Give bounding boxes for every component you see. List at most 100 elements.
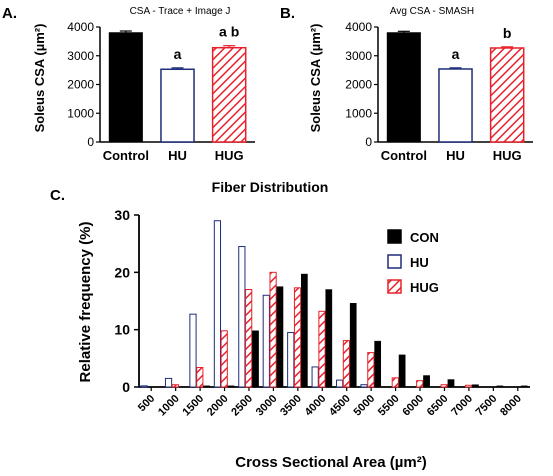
panel-a-y-axis-label: Soleus CSA (µm²) <box>32 24 47 133</box>
x-tick-label-6000: 6000 <box>400 393 426 419</box>
bar-hug-1500 <box>196 367 204 388</box>
significance-label: b <box>503 25 512 41</box>
bar-con-7000 <box>472 384 479 388</box>
x-tick-label-8000: 8000 <box>498 393 524 419</box>
x-tick-label-4500: 4500 <box>327 393 353 419</box>
x-tick-label-control: Control <box>103 148 149 163</box>
panel-a-y-ticks: 0 1000 2000 3000 4000 <box>67 20 255 149</box>
x-tick-label-hu: HU <box>168 148 187 163</box>
bar-con-6500 <box>447 379 455 388</box>
y-tick-label: 0 <box>122 379 130 395</box>
bar-con-3500 <box>301 273 308 388</box>
bar-hug-2500 <box>245 289 253 388</box>
panel-b-title: Avg CSA - SMASH <box>390 6 474 17</box>
bar-hu-1500 <box>189 313 197 388</box>
x-tick-label-1000: 1000 <box>156 393 182 419</box>
x-tick-label-2500: 2500 <box>229 393 255 419</box>
y-tick-label: 4000 <box>67 20 94 34</box>
x-tick-label-3500: 3500 <box>278 393 304 419</box>
significance-label: a <box>174 46 182 62</box>
panel-c: C. Fiber Distribution Relative frequency… <box>50 179 530 471</box>
panel-a: A. CSA - Trace + Image J Soleus CSA (µm²… <box>2 5 255 163</box>
y-tick-label: 0 <box>87 135 94 149</box>
x-tick-label-6500: 6500 <box>425 393 451 419</box>
panel-b-label: B. <box>280 5 295 22</box>
bar-hu-2000 <box>213 220 222 388</box>
panel-a-title: CSA - Trace + Image J <box>130 6 231 17</box>
bar-hug-3000 <box>269 271 277 388</box>
x-tick-label-5000: 5000 <box>351 393 377 419</box>
x-tick-label-2000: 2000 <box>205 393 231 419</box>
panel-c-bars <box>140 220 528 388</box>
x-tick-label-5500: 5500 <box>376 393 402 419</box>
bar-con-3000 <box>276 286 284 388</box>
x-tick-label-1500: 1500 <box>180 393 206 419</box>
y-tick-label: 10 <box>114 322 130 338</box>
bar-con-8000 <box>520 385 528 388</box>
panel-c-legend: CON HU HUG <box>387 229 439 295</box>
legend-label-hug: HUG <box>410 280 439 295</box>
legend-swatch-con <box>387 229 402 244</box>
panel-a-x-ticks: Control HU HUG <box>103 148 244 163</box>
bar-con-4500 <box>349 303 357 388</box>
bar-hu-4500 <box>336 379 344 388</box>
bar-con-7500 <box>496 385 504 388</box>
bar-hu <box>160 68 195 143</box>
bar-hu-500 <box>140 385 148 388</box>
legend-swatch-hu <box>387 254 402 269</box>
bar-hu-4000 <box>311 366 319 388</box>
y-tick-label: 1000 <box>345 106 372 120</box>
bar-hug-4000 <box>318 310 326 388</box>
significance-label: a b <box>219 24 239 40</box>
bar-hug <box>211 46 247 143</box>
legend-label-hu: HU <box>410 255 429 270</box>
bar-hug-1000 <box>171 384 179 388</box>
x-tick-label-hug: HUG <box>215 148 244 163</box>
bar-hu-3500 <box>287 332 295 388</box>
y-tick-label: 3000 <box>345 49 372 63</box>
bar-hug-2000 <box>220 330 228 388</box>
bar-con-5500 <box>398 354 406 388</box>
bar-hug-3500 <box>293 287 302 388</box>
x-tick-label-7000: 7000 <box>449 393 475 419</box>
panel-c-x-axis-label: Cross Sectional Area (µm²) <box>235 454 426 471</box>
bar-hu-3000 <box>262 294 270 388</box>
bar-con-6000 <box>423 375 430 388</box>
bar-hu-1000 <box>164 377 173 388</box>
y-tick-label: 2000 <box>345 78 372 92</box>
y-tick-label: 0 <box>365 135 372 149</box>
x-tick-label-7500: 7500 <box>474 393 500 419</box>
y-tick-label: 1000 <box>67 106 94 120</box>
bar-hug-5000 <box>367 352 375 388</box>
x-tick-label-3000: 3000 <box>254 393 280 419</box>
bar-hug-6500 <box>440 384 448 388</box>
bar-con-1500 <box>203 385 210 388</box>
bar-hug-4500 <box>342 340 351 388</box>
legend-swatch-hug <box>387 279 402 294</box>
panel-a-label: A. <box>2 5 17 22</box>
bar-con-5000 <box>374 340 382 388</box>
bar-hu-5000 <box>360 384 368 388</box>
panel-c-x-ticks: 5001000150020002500300035004000450050005… <box>136 393 524 419</box>
y-tick-label: 3000 <box>67 49 94 63</box>
bar-con-2000 <box>227 385 235 388</box>
panel-c-title: Fiber Distribution <box>212 179 329 195</box>
panel-c-label: C. <box>50 187 65 204</box>
bar-control <box>386 32 421 143</box>
bar-hug-6000 <box>416 380 424 388</box>
x-tick-label-4000: 4000 <box>303 393 329 419</box>
bar-con-2500 <box>252 330 259 388</box>
panel-a-bars: a a b <box>108 24 247 143</box>
bar-hu-2500 <box>238 246 246 388</box>
panel-b: B. Avg CSA - SMASH Soleus CSA (µm²) 0 100… <box>280 5 533 163</box>
panel-c-y-axis-label: Relative frequency (%) <box>77 222 94 383</box>
panel-b-x-ticks: Control HU HUG <box>381 148 522 163</box>
significance-label: a <box>452 46 460 62</box>
y-tick-label: 30 <box>114 207 130 223</box>
y-tick-label: 4000 <box>345 20 372 34</box>
y-tick-label: 20 <box>114 264 130 280</box>
bar-hug <box>489 47 525 143</box>
bar-control <box>108 32 143 143</box>
bar-con-4000 <box>325 289 333 388</box>
